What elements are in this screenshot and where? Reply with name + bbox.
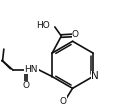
Text: O: O (60, 97, 67, 106)
Text: O: O (72, 30, 79, 39)
Text: HN: HN (25, 65, 38, 74)
Text: O: O (23, 82, 30, 90)
Text: HO: HO (36, 21, 50, 30)
Text: N: N (91, 71, 99, 81)
